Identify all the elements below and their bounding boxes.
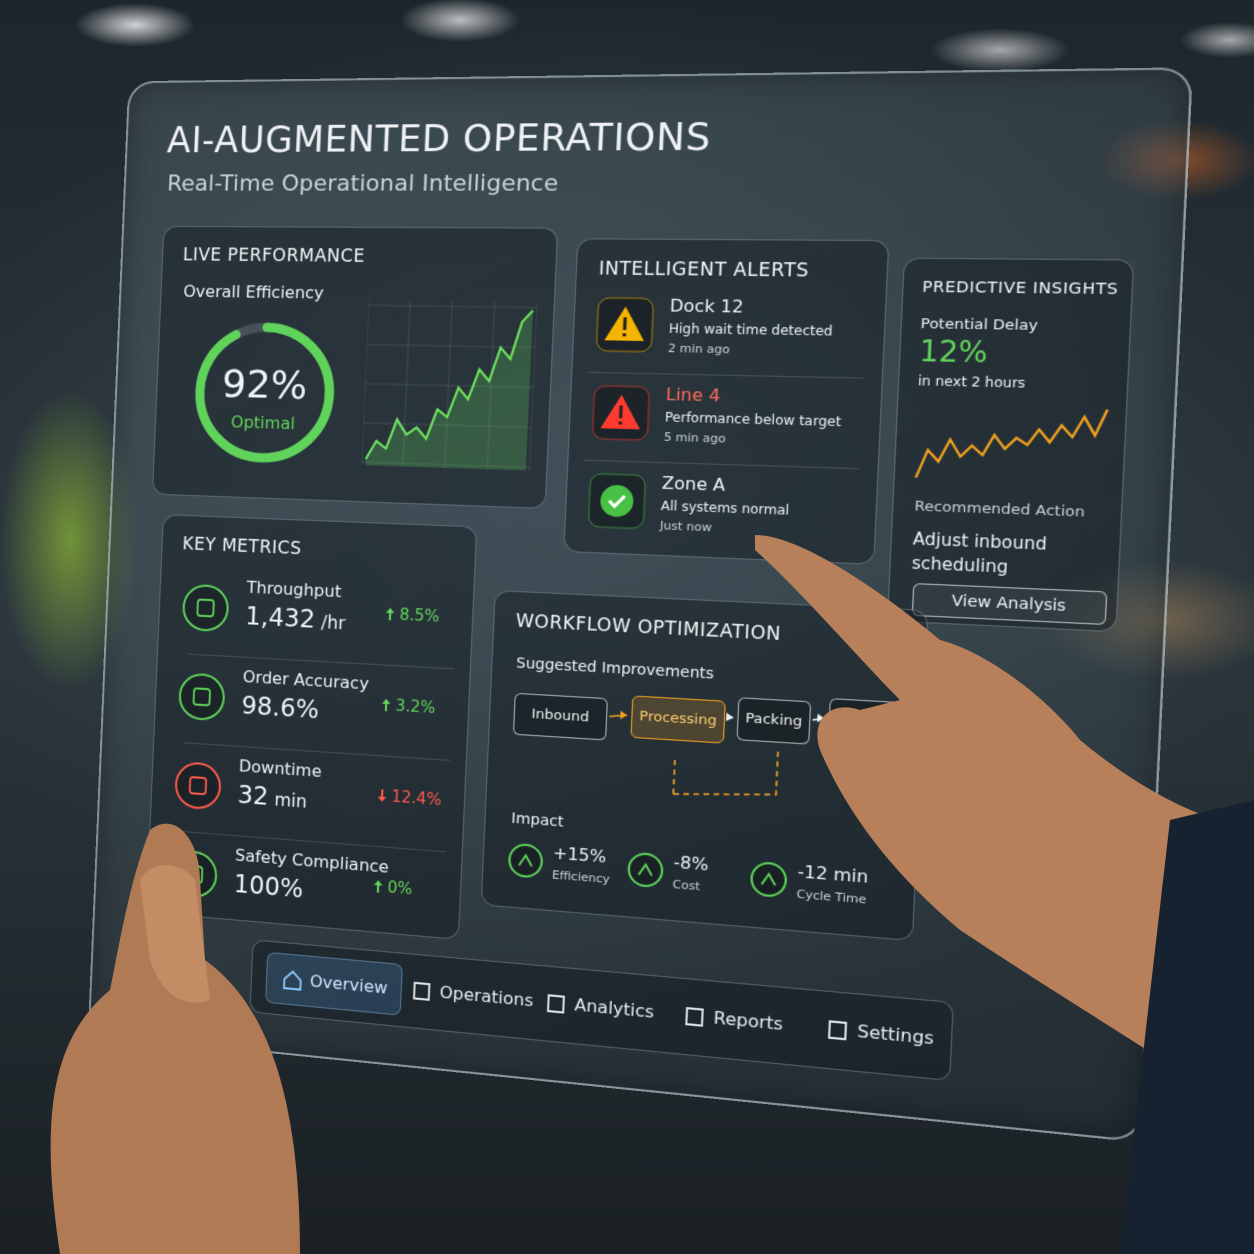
live-performance-card: LIVE PERFORMANCE Overall Efficiency 92% … [151,225,559,510]
alerts-card: INTELLIGENT ALERTS Dock 12 High wait time… [563,238,890,565]
glass-panel: AI-AUGMENTED OPERATIONS Real-Time Operat… [87,67,1194,1143]
icon-tile [592,386,649,441]
left-thumb [140,865,210,1003]
icon-ring [179,673,225,720]
metric-icon [177,671,227,722]
alert-icon [591,385,651,442]
icon-tile [596,298,653,352]
icon-ring [175,762,221,810]
right-hand [755,535,1254,1120]
metric-icon [181,583,231,634]
icon-tile [588,474,645,529]
metric-icon [173,760,223,812]
efficiency-trend-chart [361,300,538,476]
left-hand [50,823,301,1254]
alert-icon [595,297,655,353]
alert-icon [587,473,647,530]
icon-ring [183,585,229,632]
sleeve [1120,800,1254,1254]
